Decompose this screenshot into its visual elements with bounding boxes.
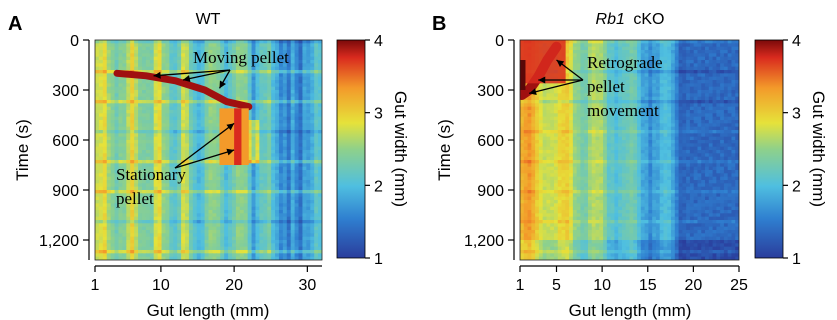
panel-a-pellet-overlay (113, 69, 253, 165)
x-tick-label: 1 (91, 277, 100, 294)
pellet-core (520, 60, 526, 90)
pellet-track (113, 69, 253, 111)
panel-b-title-gene: Rb1 (596, 11, 625, 28)
panel-a-annotations: Moving pellet Stationary pellet (116, 48, 289, 208)
colorbar-tick-label: 1 (374, 251, 383, 268)
annotation-stationary-line2: pellet (116, 189, 154, 208)
y-tick-label: 0 (495, 33, 504, 50)
annotation-retrograde: Retrograde pellet movement (587, 53, 667, 120)
stationary-pellet-core (234, 108, 242, 165)
annotation-retrograde-line1: Retrograde (587, 53, 663, 72)
colorbar-tick-label: 4 (792, 33, 801, 50)
annotation-arrowhead (529, 88, 537, 96)
annotation-retrograde-line2: pellet (587, 77, 625, 96)
colorbar (754, 39, 784, 259)
y-tick-label: 0 (70, 33, 79, 50)
x-tick-label: 20 (225, 277, 243, 294)
panel-a-title: WT (196, 11, 221, 28)
annotation-arrowhead (226, 123, 235, 131)
annotation-arrowhead (556, 60, 565, 68)
x-tick-label: 30 (298, 277, 316, 294)
x-tick-label: 10 (152, 277, 170, 294)
y-tick-label: 1,200 (39, 233, 79, 250)
x-tick-label: 20 (684, 277, 702, 294)
annotation-moving-pellet: Moving pellet (193, 48, 289, 67)
colorbar-tick-label: 1 (792, 251, 801, 268)
panel-a-ylabel: Time (s) (13, 119, 32, 181)
annotation-stationary-pellet: Stationary pellet (116, 165, 190, 208)
panel-a-xlabel: Gut length (mm) (147, 301, 270, 320)
annotation-arrow (528, 79, 584, 94)
colorbar-tick-label: 3 (374, 106, 383, 123)
panel-b-annotations: Retrograde pellet movement (528, 53, 667, 120)
annotation-stationary-line1: Stationary (116, 165, 186, 184)
colorbar-tick-label: 4 (374, 33, 383, 50)
y-tick-label: 600 (477, 133, 504, 150)
colorbar (336, 39, 366, 259)
y-tick-label: 600 (52, 133, 79, 150)
x-tick-label: 25 (730, 277, 748, 294)
y-tick-label: 900 (52, 183, 79, 200)
plot-frame (94, 39, 323, 261)
panel-letter-b: B (432, 13, 446, 35)
y-tick-label: 300 (52, 83, 79, 100)
y-tick-label: 900 (477, 183, 504, 200)
y-tick-label: 300 (477, 83, 504, 100)
colorbar-tick-label: 3 (792, 106, 801, 123)
panel-b-ylabel: Time (s) (435, 119, 454, 181)
annotation-arrowhead (153, 71, 161, 79)
annotation-arrow (153, 69, 231, 77)
panel-b-colorbar: 1 2 3 4 Gut width (mm) (754, 33, 828, 268)
panel-b-xlabel: Gut length (mm) (569, 301, 692, 320)
panel-letter-a: A (8, 13, 22, 35)
x-tick-label: 5 (552, 277, 561, 294)
panel-b-heatmap (520, 40, 739, 260)
panel-b-title: Rb1 cKO (596, 11, 665, 28)
annotation-arrowhead (538, 76, 546, 84)
panel-a-colorbar: 1 2 3 4 Gut width (mm) (336, 33, 410, 268)
colorbar-tick-label: 2 (374, 178, 383, 195)
x-tick-label: 15 (639, 277, 657, 294)
x-tick-label: 10 (593, 277, 611, 294)
colorbar-label: Gut width (mm) (391, 91, 410, 207)
annotation-retrograde-line3: movement (587, 101, 659, 120)
x-tick-label: 1 (516, 277, 525, 294)
y-tick-label: 1,200 (464, 233, 504, 250)
panel-b-title-rest: cKO (633, 11, 664, 28)
annotation-arrowhead (226, 148, 235, 156)
annotation-arrowhead (182, 75, 191, 82)
plot-frame (519, 39, 740, 261)
colorbar-tick-label: 2 (792, 178, 801, 195)
annotation-arrow (182, 69, 231, 81)
colorbar-label: Gut width (mm) (809, 91, 828, 207)
annotation-arrow (174, 122, 235, 169)
annotation-arrow (174, 149, 235, 169)
annotation-arrowhead (219, 80, 227, 89)
